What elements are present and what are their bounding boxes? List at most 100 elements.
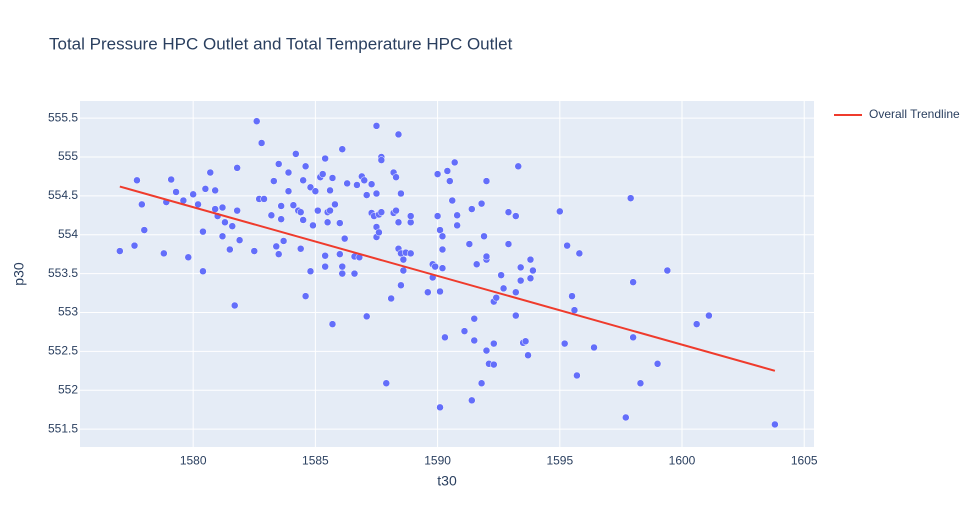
scatter-point (299, 216, 307, 224)
scatter-point (636, 379, 645, 387)
scatter-point (382, 379, 391, 387)
scatter-point (306, 267, 315, 276)
scatter-point (138, 200, 146, 209)
scatter-point (284, 187, 293, 195)
scatter-point (431, 262, 439, 271)
scatter-point (130, 241, 139, 250)
scatter-point (560, 339, 569, 348)
x-tick-label: 1585 (302, 453, 329, 467)
scatter-point (338, 145, 347, 153)
scatter-point (226, 245, 234, 254)
scatter-point (470, 314, 479, 323)
scatter-point (299, 176, 307, 185)
scatter-point (441, 333, 449, 342)
scatter-point (524, 351, 532, 360)
scatter-point (453, 221, 461, 230)
scatter-point (482, 252, 491, 261)
scatter-point (336, 219, 344, 227)
scatter-point (629, 333, 637, 342)
scatter-point (372, 189, 381, 198)
scatter-point (394, 130, 403, 139)
scatter-point (267, 211, 276, 220)
scatter-point (321, 154, 329, 163)
y-tick-label: 551.5 (48, 421, 78, 435)
scatter-point (362, 312, 371, 321)
scatter-point (172, 188, 180, 196)
scatter-point (328, 174, 337, 182)
scatter-point (512, 212, 520, 220)
scatter-point (289, 201, 298, 209)
scatter-point (362, 191, 371, 199)
scatter-point (350, 269, 359, 278)
scatter-point (306, 183, 315, 192)
scatter-point (438, 245, 447, 254)
scatter-point (321, 251, 329, 260)
scatter-point (377, 208, 386, 216)
scatter-point (556, 207, 564, 216)
scatter-point (301, 292, 310, 300)
scatter-point (233, 206, 241, 215)
scatter-point (472, 260, 481, 269)
scatter-point (199, 227, 207, 236)
scatter-point (367, 180, 376, 188)
scatter-point (499, 284, 508, 293)
scatter-point (397, 281, 405, 290)
scatter-point (406, 212, 415, 220)
scatter-point (392, 173, 400, 181)
scatter-point (318, 170, 327, 178)
scatter-point (663, 266, 672, 275)
scatter-point (468, 396, 476, 405)
scatter-point (340, 234, 349, 243)
scatter-point (399, 266, 408, 275)
y-tick-label: 555.5 (48, 110, 78, 124)
scatter-point (201, 185, 210, 193)
scatter-point (323, 218, 332, 227)
scatter-point (160, 249, 168, 258)
scatter-point (453, 211, 461, 220)
scatter-point (575, 249, 584, 258)
scatter-point (516, 263, 525, 272)
scatter-point (360, 176, 369, 185)
y-tick-label: 554 (58, 227, 78, 241)
scatter-point (512, 311, 520, 320)
scatter-point (199, 267, 207, 276)
scatter-point (406, 218, 415, 227)
scatter-point (272, 242, 281, 251)
scatter-point (274, 160, 283, 168)
scatter-point (568, 292, 576, 300)
scatter-point (477, 199, 486, 208)
chart-title: Total Pressure HPC Outlet and Total Temp… (49, 34, 513, 53)
scatter-point (448, 196, 457, 205)
scatter-point (292, 150, 300, 158)
scatter-point (399, 255, 408, 264)
scatter-point (221, 218, 229, 227)
scatter-point (326, 186, 334, 195)
scatter-point (692, 320, 701, 328)
scatter-point (504, 240, 513, 248)
scatter-point (353, 181, 361, 189)
scatter-point (563, 241, 571, 250)
scatter-point (377, 156, 386, 164)
scatter-point (490, 339, 498, 348)
scatter-point (450, 158, 459, 167)
scatter-point (490, 360, 498, 369)
y-tick-label: 552.5 (48, 344, 78, 358)
scatter-point (140, 226, 149, 234)
scatter-point (206, 168, 215, 177)
scatter-point (270, 177, 278, 185)
scatter-point (257, 139, 266, 147)
scatter-point (480, 232, 488, 241)
scatter-point (211, 205, 219, 213)
scatter-point (167, 175, 175, 184)
x-tick-label: 1590 (424, 453, 451, 467)
scatter-point (497, 271, 505, 279)
scatter-point (436, 403, 444, 412)
x-tick-label: 1595 (546, 453, 573, 467)
scatter-point (211, 186, 219, 195)
scatter-point (338, 262, 347, 271)
scatter-point (314, 206, 322, 215)
scatter-point (436, 287, 444, 296)
scatter-point (433, 212, 442, 220)
scatter-point (326, 206, 334, 215)
